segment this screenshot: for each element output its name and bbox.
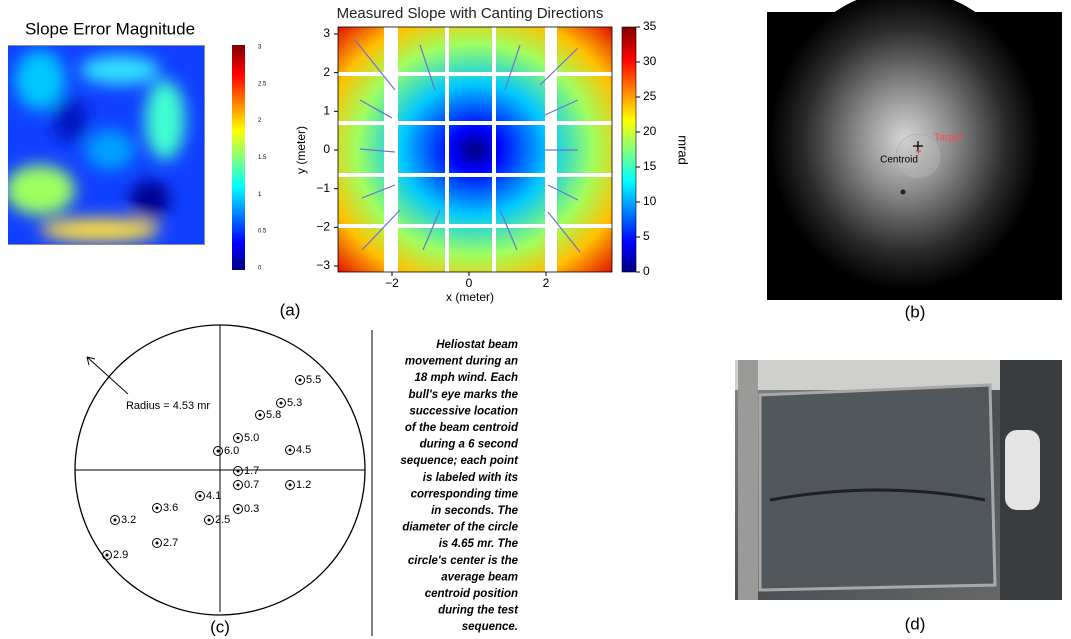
colorbar <box>232 45 245 270</box>
bullseye-center <box>114 519 117 522</box>
description-line: centroid position <box>425 588 518 600</box>
colorbar-tick-label: 35 <box>643 19 657 33</box>
colorbar-tick-label: 10 <box>643 194 657 208</box>
slope-error-heatmap <box>5 46 204 244</box>
heliostat-photo <box>735 360 1062 600</box>
panel-caption: (a) <box>280 300 301 319</box>
bullseye-center <box>156 507 159 510</box>
bullseye-center <box>237 508 240 511</box>
x-tick-label: −2 <box>385 276 399 290</box>
point-label: 5.0 <box>244 432 259 444</box>
bullseye-center <box>289 484 292 487</box>
bullseye-center <box>237 437 240 440</box>
point-label: 5.8 <box>266 409 281 421</box>
colorbar-tick-label: 20 <box>643 124 657 138</box>
y-tick-label: 1 <box>323 104 330 118</box>
y-tick-label: −2 <box>316 220 330 234</box>
colorbar-tick-label: 1 <box>258 192 262 198</box>
colorbar-tick-label: 3 <box>258 45 262 51</box>
point-label: 2.5 <box>215 514 230 526</box>
description-line: bull's eye marks the <box>409 389 519 401</box>
description-line: is 4.65 mr. The <box>439 538 519 550</box>
x-tick-label: 0 <box>466 276 473 290</box>
point-label: 5.5 <box>306 374 321 386</box>
panel-caption: (d) <box>905 614 926 633</box>
radius-label: Radius = 4.53 mr <box>126 400 210 412</box>
colorbar-label: mrad <box>676 135 691 165</box>
point-label: 6.0 <box>224 445 239 457</box>
bullseye-center <box>237 484 240 487</box>
bullseye-center <box>259 414 262 417</box>
target-label: Target <box>934 133 962 144</box>
colorbar-tick-label: 25 <box>643 89 657 103</box>
bullseye-center <box>237 470 240 473</box>
description-line: during the test <box>438 605 519 617</box>
description-line: is labeled with its <box>423 472 518 484</box>
colorbar-tick-label: 5 <box>643 229 650 243</box>
colorbar-tick-label: 0 <box>258 266 262 272</box>
colorbar-tick-label: 1.5 <box>258 155 267 161</box>
colorbar-tick-label: 0.5 <box>258 229 267 235</box>
point-label: 0.7 <box>244 479 259 491</box>
figure: Slope Error Magnitude 3 2.5 2 1.5 1 0.5 0 Meas… <box>0 0 1071 639</box>
panel-title: Measured Slope with Canting Directions <box>337 5 604 22</box>
description-line: circle's center is the <box>408 555 519 567</box>
description-line: diameter of the circle <box>402 522 518 534</box>
point-label: 3.2 <box>121 514 136 526</box>
description-line: corresponding time <box>411 488 519 500</box>
point-label: 0.3 <box>244 503 259 515</box>
point-label: 2.9 <box>113 549 128 561</box>
bullseye-center <box>199 495 202 498</box>
description-line: in seconds. The <box>431 505 519 517</box>
colorbar-tick-label: 2 <box>258 118 262 124</box>
description-line: successive location <box>409 405 518 417</box>
y-tick-label: −1 <box>316 181 330 195</box>
x-axis-label: x (meter) <box>446 290 494 304</box>
description-line: sequence; each point <box>400 455 519 467</box>
panel-title: Slope Error Magnitude <box>25 19 195 38</box>
point-label: 1.2 <box>296 479 311 491</box>
bullseye-center <box>299 379 302 382</box>
point-label: 2.7 <box>163 537 178 549</box>
bullseye-center <box>217 450 220 453</box>
y-tick-label: 0 <box>323 142 330 156</box>
panel-caption: (c) <box>210 617 230 636</box>
description-line: during a 6 second <box>420 439 519 451</box>
panel-caption: (b) <box>905 302 926 321</box>
y-axis-label: y (meter) <box>294 126 308 174</box>
description-line: sequence. <box>462 621 518 633</box>
point-label: 1.7 <box>244 465 259 477</box>
point-label: 4.5 <box>296 444 311 456</box>
bullseye-center <box>280 402 283 405</box>
x-tick-label: 2 <box>543 276 550 290</box>
point-label: 4.1 <box>206 490 221 502</box>
dark-spot <box>901 190 906 195</box>
bullseye-center <box>289 449 292 452</box>
description-line: 18 mph wind. Each <box>414 372 518 384</box>
description-line: Heliostat beam <box>436 339 518 351</box>
bullseye-center <box>156 542 159 545</box>
description-line: movement during an <box>405 356 518 368</box>
colorbar-tick-label: 30 <box>643 54 657 68</box>
y-tick-label: 2 <box>323 65 330 79</box>
point-label: 5.3 <box>287 397 302 409</box>
description-line: of the beam centroid <box>405 422 519 434</box>
bullseye-center <box>106 554 109 557</box>
bullseye-center <box>208 519 211 522</box>
y-tick-label: 3 <box>323 26 330 40</box>
point-label: 3.6 <box>163 502 178 514</box>
colorbar-tick-label: 0 <box>643 264 650 278</box>
y-tick-label: −3 <box>316 258 330 272</box>
colorbar-tick-label: 2.5 <box>258 81 267 87</box>
colorbar <box>622 27 636 272</box>
colorbar-tick-label: 15 <box>643 159 657 173</box>
centroid-label: Centroid <box>880 155 918 166</box>
description-line: average beam <box>441 571 518 583</box>
